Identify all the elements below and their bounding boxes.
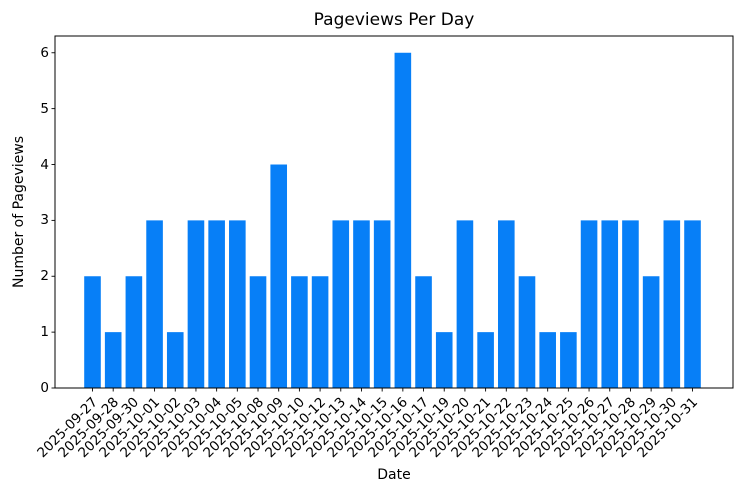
y-tick-label: 1 [40, 324, 49, 341]
bar [311, 276, 329, 388]
bar [84, 276, 101, 388]
bar [518, 276, 536, 388]
y-tick-label: 6 [40, 44, 49, 61]
bar [104, 332, 122, 388]
bar [353, 220, 370, 388]
bar [663, 220, 681, 388]
bar [415, 276, 432, 388]
y-tick-label: 5 [40, 100, 49, 117]
bar [332, 220, 350, 388]
bar [435, 332, 453, 388]
bar [270, 164, 288, 388]
bar [187, 220, 205, 388]
bar [477, 332, 494, 388]
bar [208, 220, 225, 388]
y-tick-label: 2 [40, 268, 49, 285]
bar [456, 220, 474, 388]
y-axis-label: Number of Pageviews [11, 135, 27, 289]
bar [622, 220, 639, 388]
bar [498, 220, 515, 388]
bar [684, 220, 701, 388]
bar [601, 220, 619, 388]
bar [249, 276, 267, 388]
bar [394, 52, 412, 388]
bar [539, 332, 556, 388]
bar [580, 220, 598, 388]
bar [166, 332, 184, 388]
bar [146, 220, 163, 388]
bar [642, 276, 660, 388]
bar [373, 220, 391, 388]
chart-title: Pageviews Per Day [313, 10, 475, 30]
plot-border [54, 35, 734, 389]
x-axis-label: Date [377, 467, 411, 483]
bar [125, 276, 143, 388]
y-tick-label: 0 [40, 380, 49, 396]
y-tick-label: 4 [40, 156, 49, 173]
bar [291, 276, 308, 388]
bar [229, 220, 246, 388]
bar [560, 332, 577, 388]
y-tick-label: 3 [40, 212, 49, 229]
